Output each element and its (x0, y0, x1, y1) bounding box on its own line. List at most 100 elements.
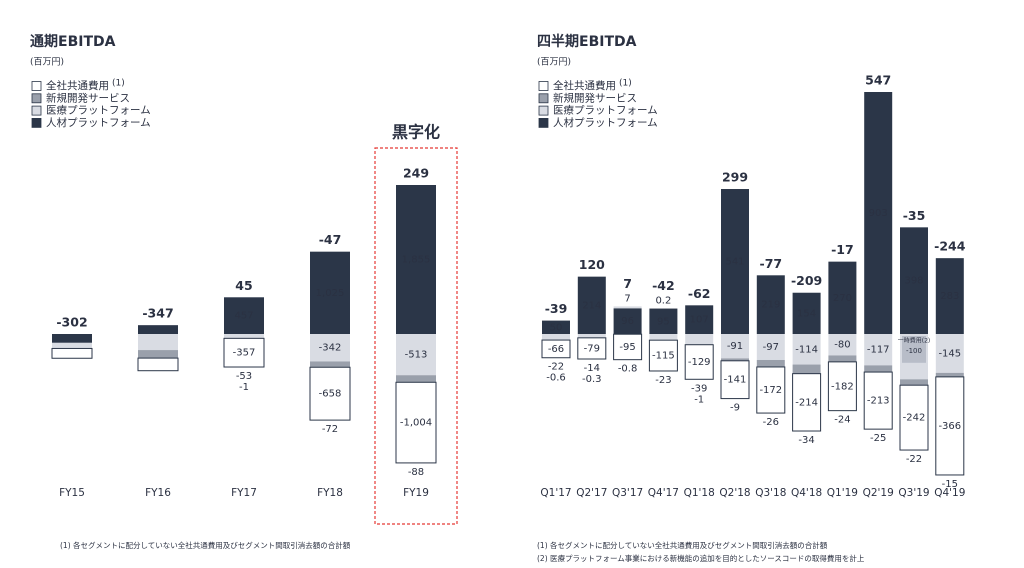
x-tick-label: Q4'18 (791, 487, 822, 499)
segment-label: 219 (761, 300, 780, 311)
segment-label: -129 (688, 357, 711, 368)
total-label: -35 (903, 208, 926, 223)
total-label: -77 (760, 256, 783, 271)
segment-label: -15 (942, 479, 958, 490)
x-tick-label: Q2'19 (863, 487, 894, 499)
bar-segment (542, 320, 570, 334)
bar-segment (577, 276, 606, 334)
total-label: -47 (319, 232, 342, 247)
segment-label: -23 (655, 375, 671, 386)
total-label: -347 (142, 306, 173, 321)
bar-segment (721, 358, 749, 361)
segment-label: -22 (906, 454, 922, 465)
bar-segment (935, 258, 964, 334)
bar-segment (648, 339, 678, 372)
legend-label: 新規開発サービス (46, 91, 130, 104)
bar-segment (137, 357, 179, 372)
bar-segment (52, 334, 92, 343)
x-tick-label: Q3'19 (898, 487, 929, 499)
segment-label: -72 (322, 424, 338, 435)
legend-swatch (538, 81, 549, 91)
x-tick-label: Q4'19 (934, 487, 965, 499)
footnote: (1) 各セグメントに配分していない全社共通費用及びセグメント間取引消去額の合計… (60, 540, 351, 550)
x-tick-label: Q1'17 (540, 487, 571, 499)
segment-label: -242 (903, 413, 926, 424)
total-label: -244 (934, 239, 966, 254)
segment-label: -0.6 (546, 373, 566, 384)
legend-swatch (31, 93, 42, 104)
segment-label: 0.2 (655, 295, 671, 306)
bar-segment (310, 334, 350, 362)
bar-segment (396, 185, 436, 334)
legend-label: 医療プラットフォーム (553, 104, 658, 117)
bar-segment (684, 344, 714, 380)
total-label: -39 (545, 301, 568, 316)
x-tick-label: FY16 (145, 487, 171, 499)
footnote: (1) 各セグメントに配分していない全社共通費用及びセグメント間取引消去額の合計… (537, 540, 828, 550)
segment-label: 541 (725, 257, 744, 268)
segment-label: -366 (938, 421, 961, 432)
bar-segment (792, 364, 821, 374)
bar-segment (613, 308, 642, 334)
bar-segment (224, 334, 264, 339)
bar-segment (935, 372, 964, 377)
segment-label: -39 (691, 383, 707, 394)
bar-segment (792, 292, 821, 334)
bar-segment (935, 334, 964, 373)
bar-segment (309, 366, 351, 421)
bar-segment (577, 334, 606, 338)
segment-label: 214 (582, 300, 601, 311)
highlight-box (374, 147, 458, 525)
unit-label: (百万円) (30, 57, 64, 68)
segment-label: 154 (797, 308, 816, 319)
segment-label: 96 (621, 316, 634, 327)
segment-label: -213 (867, 396, 890, 407)
bar-segment (756, 275, 785, 334)
legend-swatch (538, 105, 549, 116)
legend-label: 人材プラットフォーム (46, 116, 151, 129)
segment-label: -53 (236, 371, 252, 382)
segment-note-band (902, 336, 926, 363)
total-label: 299 (722, 170, 748, 185)
bar-segment (828, 261, 857, 334)
segment-label: -0.3 (582, 374, 602, 385)
segment-label: -91 (727, 341, 743, 352)
bar-segment (863, 371, 893, 430)
segment-label: 50 (550, 322, 563, 333)
total-label: 249 (403, 166, 429, 181)
segment-label: -1 (694, 394, 704, 405)
segment-label: -141 (724, 375, 747, 386)
segment-label: -26 (763, 417, 779, 428)
segment-label: -145 (938, 348, 961, 359)
bar-segment (792, 334, 821, 365)
segment-label: 457 (234, 311, 253, 322)
total-label: 547 (865, 73, 891, 88)
segment-label: -14 (584, 363, 600, 374)
bar-segment (827, 361, 857, 412)
total-label: 120 (579, 257, 605, 272)
segment-label: 107 (690, 315, 709, 326)
segment-label: -24 (834, 415, 850, 426)
segment-label: 398 (904, 276, 923, 287)
segment-label: -88 (408, 467, 424, 478)
bar-segment (395, 381, 437, 464)
segment-label: -66 (548, 344, 564, 355)
bar-segment (864, 365, 893, 373)
footnote: (2) 医療プラットフォーム事業における新機能の追加を目的としたソースコードの取… (537, 553, 865, 563)
segment-label: -80 (834, 340, 850, 351)
bar-segment (310, 251, 350, 334)
segment-label: 95 (657, 316, 670, 327)
segment-label: 903 (869, 208, 888, 219)
bar-segment (756, 359, 785, 367)
bar-segment (828, 355, 857, 362)
legend-swatch (538, 93, 549, 104)
segment-note: 一時費用(2) (898, 337, 931, 345)
bar-segment (900, 227, 928, 334)
bar-segment (935, 376, 965, 476)
total-label: -209 (791, 273, 822, 288)
annotation: 黒字化 (392, 123, 440, 142)
bar-segment (541, 339, 571, 359)
total-label: -42 (652, 278, 675, 293)
legend-swatch (31, 81, 42, 91)
